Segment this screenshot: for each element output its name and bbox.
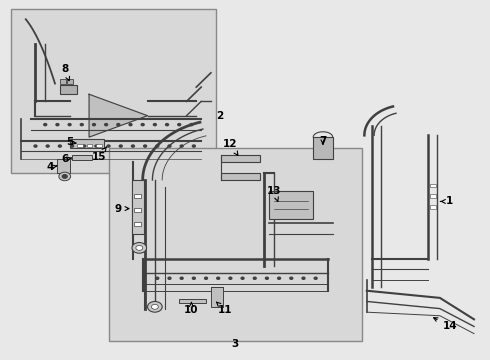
Text: 2: 2 bbox=[216, 111, 223, 121]
Circle shape bbox=[180, 145, 183, 147]
Circle shape bbox=[117, 123, 120, 126]
Circle shape bbox=[314, 277, 317, 279]
Text: 13: 13 bbox=[267, 186, 281, 202]
Circle shape bbox=[129, 123, 132, 126]
Text: 11: 11 bbox=[217, 302, 233, 315]
Circle shape bbox=[190, 123, 193, 126]
Bar bbox=[70, 139, 104, 148]
Bar bbox=[220, 155, 260, 162]
Bar bbox=[313, 137, 333, 158]
Text: 8: 8 bbox=[61, 64, 70, 81]
Bar bbox=[109, 148, 362, 341]
Polygon shape bbox=[89, 94, 147, 137]
Circle shape bbox=[156, 277, 159, 279]
Text: 7: 7 bbox=[319, 136, 327, 146]
Bar bbox=[97, 144, 102, 147]
Bar bbox=[430, 184, 436, 187]
Bar bbox=[211, 287, 223, 307]
Circle shape bbox=[180, 277, 183, 279]
Circle shape bbox=[241, 277, 244, 279]
Circle shape bbox=[56, 123, 59, 126]
Circle shape bbox=[83, 145, 86, 147]
Circle shape bbox=[266, 277, 269, 279]
Circle shape bbox=[68, 123, 71, 126]
Circle shape bbox=[178, 123, 181, 126]
Bar bbox=[87, 144, 93, 147]
Bar bbox=[134, 194, 141, 198]
Circle shape bbox=[95, 145, 98, 147]
Circle shape bbox=[193, 277, 196, 279]
Text: 15: 15 bbox=[92, 147, 107, 162]
Circle shape bbox=[290, 277, 293, 279]
Circle shape bbox=[302, 277, 305, 279]
Circle shape bbox=[168, 277, 171, 279]
Circle shape bbox=[131, 145, 134, 147]
Circle shape bbox=[141, 123, 144, 126]
Circle shape bbox=[153, 123, 156, 126]
Circle shape bbox=[105, 123, 108, 126]
Circle shape bbox=[144, 145, 147, 147]
Bar bbox=[72, 155, 92, 160]
Bar bbox=[134, 208, 141, 212]
Text: 5: 5 bbox=[66, 138, 76, 148]
Bar bbox=[270, 191, 313, 219]
Text: 6: 6 bbox=[61, 154, 72, 164]
Circle shape bbox=[71, 145, 73, 147]
Circle shape bbox=[168, 145, 171, 147]
Text: 3: 3 bbox=[232, 339, 239, 349]
Bar bbox=[11, 9, 216, 173]
Circle shape bbox=[132, 243, 147, 253]
Circle shape bbox=[147, 301, 162, 312]
Circle shape bbox=[253, 277, 256, 279]
Circle shape bbox=[193, 145, 196, 147]
Circle shape bbox=[34, 145, 37, 147]
Circle shape bbox=[151, 304, 158, 309]
Text: 10: 10 bbox=[184, 302, 198, 315]
Bar bbox=[77, 144, 83, 147]
Circle shape bbox=[62, 175, 67, 178]
Circle shape bbox=[80, 123, 83, 126]
Text: 9: 9 bbox=[115, 203, 129, 213]
Circle shape bbox=[44, 123, 47, 126]
Bar bbox=[220, 173, 260, 180]
Bar bbox=[60, 85, 77, 94]
Circle shape bbox=[217, 277, 220, 279]
Circle shape bbox=[136, 246, 143, 250]
Circle shape bbox=[166, 123, 169, 126]
Text: 1: 1 bbox=[441, 197, 453, 206]
Bar bbox=[67, 79, 73, 84]
Circle shape bbox=[107, 145, 110, 147]
Text: 14: 14 bbox=[434, 318, 457, 332]
Bar bbox=[179, 298, 206, 303]
Circle shape bbox=[58, 145, 61, 147]
Circle shape bbox=[59, 172, 71, 181]
Bar bbox=[134, 222, 141, 226]
Bar bbox=[430, 194, 436, 198]
Bar bbox=[60, 79, 66, 84]
Bar bbox=[430, 205, 436, 208]
Bar bbox=[132, 180, 144, 234]
Bar bbox=[57, 158, 70, 173]
Circle shape bbox=[46, 145, 49, 147]
Circle shape bbox=[156, 145, 159, 147]
Circle shape bbox=[204, 277, 207, 279]
Circle shape bbox=[119, 145, 122, 147]
Text: 4: 4 bbox=[47, 162, 57, 172]
Circle shape bbox=[229, 277, 232, 279]
Circle shape bbox=[278, 277, 281, 279]
Circle shape bbox=[93, 123, 96, 126]
Text: 12: 12 bbox=[223, 139, 238, 155]
